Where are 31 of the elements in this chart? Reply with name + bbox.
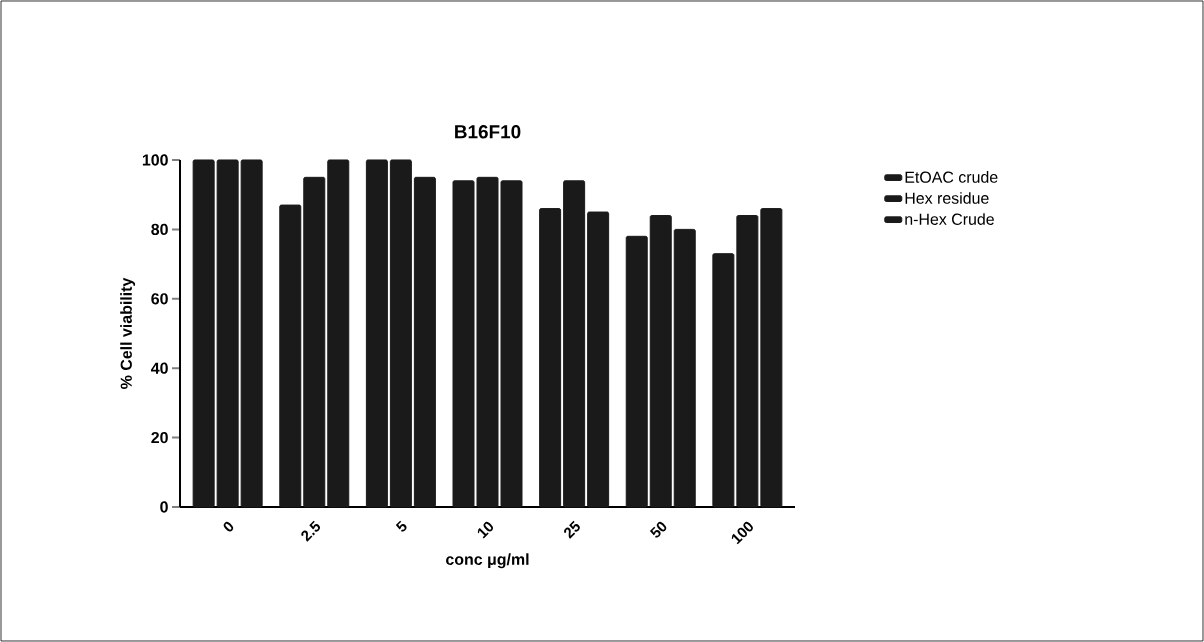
- x-tick-label: 10: [477, 521, 494, 539]
- legend-label: n-Hex Crude: [905, 213, 994, 225]
- x-tick-label: 50: [649, 521, 667, 538]
- bar: [413, 176, 436, 508]
- bar: [563, 180, 586, 508]
- bar: [625, 235, 648, 508]
- bar: [327, 159, 350, 508]
- y-tick-label: 0: [160, 501, 168, 513]
- bar: [587, 211, 610, 508]
- y-axis-title: % Cell viability: [120, 277, 136, 389]
- x-tick-label: 5: [395, 520, 407, 532]
- chart-title: B16F10: [455, 125, 521, 139]
- y-tick-label: 40: [150, 362, 168, 374]
- y-tick-label: 60: [151, 293, 168, 305]
- y-tick-label: 20: [151, 431, 168, 444]
- x-axis-title: conc μg/ml: [446, 553, 529, 569]
- x-tick-label: 25: [564, 520, 580, 539]
- y-tick-label: 80: [151, 223, 168, 236]
- y-tick-label: 100: [142, 154, 168, 166]
- bar: [673, 228, 696, 508]
- bar: [389, 159, 412, 508]
- bar: [303, 176, 326, 508]
- legend-label: Hex residue: [905, 192, 989, 204]
- x-tick-label: 100: [731, 521, 753, 545]
- x-tick-label: 0: [223, 521, 234, 532]
- bar: [649, 215, 672, 508]
- x-tick-label: 2.5: [301, 520, 321, 542]
- bar: [365, 159, 388, 508]
- bar: [539, 208, 562, 508]
- legend-label: EtOAC crude: [905, 171, 998, 183]
- bar: [279, 204, 302, 508]
